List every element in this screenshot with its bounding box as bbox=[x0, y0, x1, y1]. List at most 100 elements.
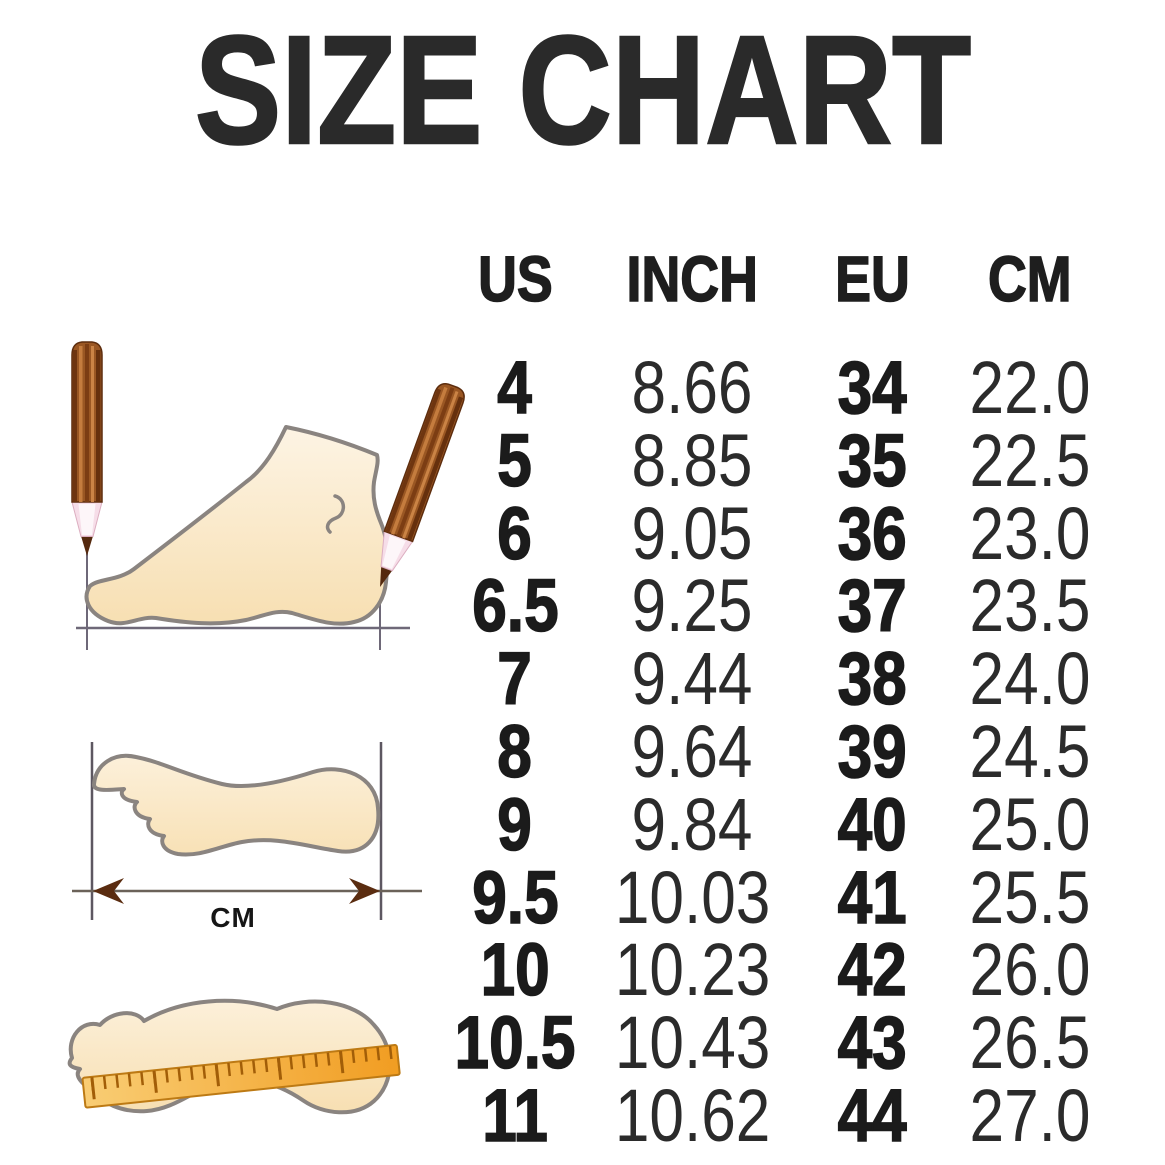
cell-us: 9.5 bbox=[440, 855, 590, 939]
cell-eu: 40 bbox=[795, 782, 950, 866]
ruler-icon bbox=[81, 1044, 401, 1109]
cell-eu: 39 bbox=[795, 714, 950, 790]
cell-eu: 42 bbox=[795, 932, 950, 1008]
cell-value: 8.66 bbox=[632, 346, 753, 429]
cell-value: 36 bbox=[837, 491, 908, 575]
cell-value: 38 bbox=[837, 637, 908, 721]
cell-inch: 10.23 bbox=[590, 933, 795, 1007]
table-row: 6 9.05 36 23.0 bbox=[440, 491, 1110, 575]
cell-cm: 23.0 bbox=[950, 491, 1110, 575]
cell-inch: 9.84 bbox=[590, 782, 795, 866]
cell-value: 35 bbox=[837, 418, 908, 502]
header-eu: EU bbox=[795, 243, 950, 315]
foot-side-shape bbox=[84, 425, 390, 626]
cell-us: 4 bbox=[440, 350, 590, 426]
cell-us: 10 bbox=[440, 928, 590, 1012]
cell-value: 23.5 bbox=[969, 564, 1091, 648]
cell-us: 5 bbox=[440, 418, 590, 502]
table-row: 9 9.84 40 25.0 bbox=[440, 782, 1110, 866]
header-us: US bbox=[440, 243, 590, 315]
foot-side-pencil-measure-image bbox=[71, 341, 469, 650]
header-cm: CM bbox=[950, 243, 1110, 315]
cell-value: 44 bbox=[837, 1073, 908, 1157]
cell-inch: 9.44 bbox=[590, 642, 795, 716]
cell-eu: 37 bbox=[795, 564, 950, 648]
header-cm-label: CM bbox=[988, 243, 1073, 315]
header-eu-label: EU bbox=[834, 243, 910, 315]
cell-value: 41 bbox=[837, 855, 908, 939]
footprint-ruler-image bbox=[67, 998, 401, 1115]
cell-value: 5 bbox=[497, 418, 533, 502]
cell-eu: 35 bbox=[795, 418, 950, 502]
cell-value: 8 bbox=[497, 709, 533, 793]
cell-us: 8 bbox=[440, 709, 590, 793]
cell-value: 9.25 bbox=[632, 564, 753, 648]
cm-label: CM bbox=[210, 902, 256, 933]
cell-inch: 10.62 bbox=[590, 1078, 795, 1153]
length-arrow bbox=[72, 878, 422, 904]
header-inch-label: INCH bbox=[626, 243, 759, 315]
table-row: 7 9.44 38 24.0 bbox=[440, 637, 1110, 721]
cell-cm: 24.5 bbox=[950, 709, 1110, 793]
cell-cm: 25.5 bbox=[950, 860, 1110, 935]
cell-value: 8.85 bbox=[632, 418, 753, 502]
cell-value: 26.5 bbox=[969, 1001, 1091, 1085]
footprint-length-arrow-illustration: CM bbox=[70, 738, 430, 938]
table-row: 8 9.64 39 24.5 bbox=[440, 709, 1110, 793]
size-table: US INCH EU CM 4 8.66 34 22.0 5 8.85 35 22.5 6 9.0… bbox=[440, 0, 1110, 1165]
cell-value: 10.23 bbox=[614, 928, 771, 1012]
cell-value: 43 bbox=[837, 1001, 908, 1085]
cell-value: 24.0 bbox=[969, 637, 1091, 721]
cell-value: 7 bbox=[497, 637, 533, 721]
cell-value: 25.0 bbox=[969, 782, 1091, 866]
cell-value: 40 bbox=[837, 782, 908, 866]
cell-value: 10.43 bbox=[614, 1001, 771, 1085]
ankle-mark bbox=[325, 494, 346, 534]
cell-cm: 26.0 bbox=[950, 933, 1110, 1007]
table-row: 6.5 9.25 37 23.5 bbox=[440, 564, 1110, 648]
cell-inch: 10.03 bbox=[590, 855, 795, 939]
cell-us: 10.5 bbox=[440, 1005, 590, 1081]
cell-inch: 9.64 bbox=[590, 709, 795, 793]
header-inch: INCH bbox=[590, 243, 795, 315]
cell-value: 11 bbox=[481, 1073, 548, 1157]
cell-value: 9.5 bbox=[471, 855, 559, 939]
cell-eu: 38 bbox=[795, 637, 950, 721]
cell-cm: 26.5 bbox=[950, 1006, 1110, 1080]
cell-cm: 23.5 bbox=[950, 569, 1110, 643]
cell-cm: 25.0 bbox=[950, 782, 1110, 866]
cell-value: 9.64 bbox=[632, 709, 753, 793]
table-row: 4 8.66 34 22.0 bbox=[440, 346, 1110, 429]
cell-value: 9.05 bbox=[632, 491, 753, 575]
cell-value: 24.5 bbox=[969, 709, 1091, 793]
page-title: SIZE CHART bbox=[0, 10, 1165, 172]
cell-value: 9.84 bbox=[632, 782, 753, 866]
cell-eu: 34 bbox=[795, 346, 950, 429]
cell-value: 6 bbox=[497, 491, 533, 575]
table-row: 10 10.23 42 26.0 bbox=[440, 928, 1110, 1012]
cell-cm: 22.5 bbox=[950, 423, 1110, 498]
cell-eu: 43 bbox=[795, 1001, 950, 1085]
table-row: 5 8.85 35 22.5 bbox=[440, 418, 1110, 502]
cell-eu: 41 bbox=[795, 855, 950, 939]
cell-cm: 22.0 bbox=[950, 351, 1110, 425]
cell-value: 9.44 bbox=[632, 637, 753, 721]
cell-us: 7 bbox=[440, 637, 590, 721]
cell-inch: 8.85 bbox=[590, 418, 795, 502]
header-us-label: US bbox=[477, 243, 553, 315]
cell-value: 34 bbox=[837, 346, 908, 429]
cell-value: 37 bbox=[837, 564, 908, 648]
cell-inch: 8.66 bbox=[590, 351, 795, 425]
cell-value: 9 bbox=[497, 782, 533, 866]
cell-value: 10 bbox=[480, 928, 550, 1012]
page-title-text: SIZE CHART bbox=[193, 4, 971, 176]
table-row: 9.5 10.03 41 25.5 bbox=[440, 855, 1110, 939]
cell-value: 10.03 bbox=[614, 855, 771, 939]
cell-value: 23.0 bbox=[969, 491, 1091, 575]
table-row: 11 10.62 44 27.0 bbox=[440, 1073, 1110, 1157]
cell-value: 26.0 bbox=[969, 928, 1091, 1012]
cell-us: 6 bbox=[440, 491, 590, 575]
cell-eu: 44 bbox=[795, 1073, 950, 1157]
pencil-icon bbox=[71, 341, 103, 557]
